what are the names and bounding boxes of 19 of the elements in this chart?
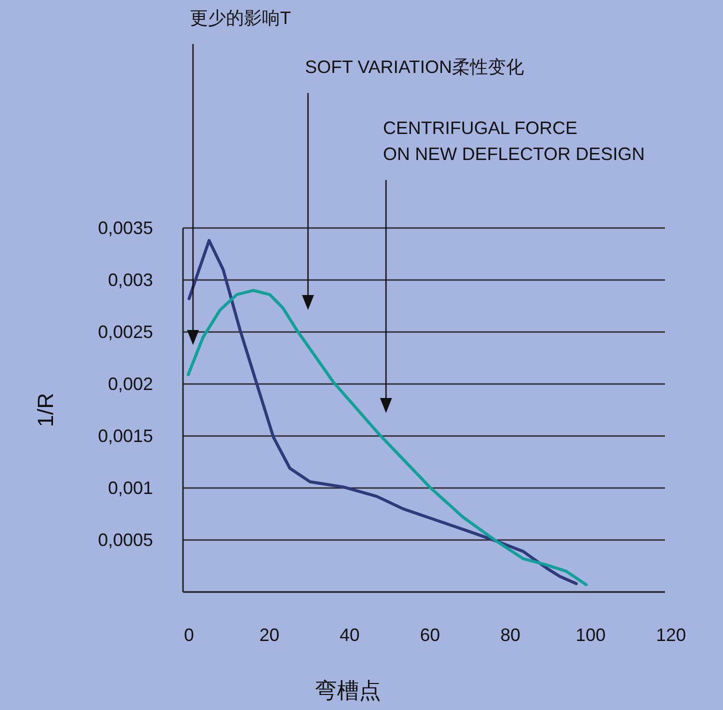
- x-axis-title: 弯槽点: [315, 678, 381, 703]
- x-tick-label: 60: [420, 625, 440, 645]
- text: CENTRIFUGAL FORCE ON NEW DEFLECTOR DESIGN: [383, 118, 645, 164]
- y-axis-title: 1/R: [33, 392, 58, 428]
- y-tick-label: 0,0035: [98, 218, 153, 238]
- y-tick-label: 0,002: [108, 374, 153, 394]
- x-tick-label: 120: [656, 625, 686, 645]
- x-tick-label: 80: [500, 625, 520, 645]
- x-tick-label: 100: [576, 625, 606, 645]
- x-tick-label: 40: [340, 625, 360, 645]
- y-tick-label: 0,0025: [98, 322, 153, 342]
- y-tick-label: 0,001: [108, 478, 153, 498]
- y-tick-label: 0,0015: [98, 426, 153, 446]
- y-tick-label: 0,0005: [98, 530, 153, 550]
- text: 更少的影响T: [190, 8, 291, 28]
- text: SOFT VARIATION柔性变化: [305, 57, 524, 77]
- x-tick-label: 0: [184, 625, 194, 645]
- x-tick-label: 20: [259, 625, 280, 645]
- y-tick-label: 0,003: [108, 270, 153, 290]
